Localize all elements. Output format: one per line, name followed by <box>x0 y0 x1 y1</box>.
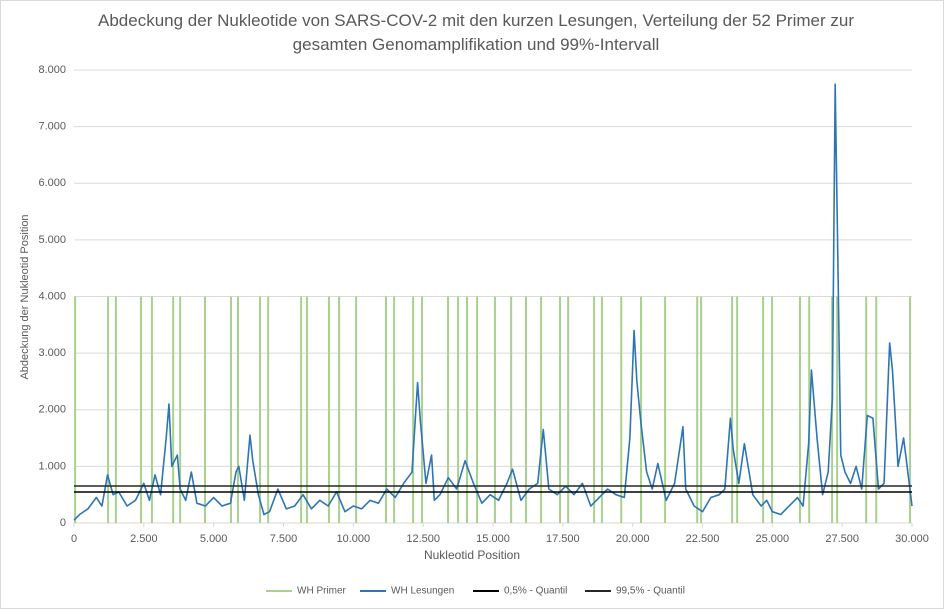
x-tick-label: 10.000 <box>337 533 371 545</box>
y-tick-label: 1.000 <box>38 460 66 472</box>
x-tick-label: 27.500 <box>825 533 859 545</box>
y-tick-label: 0 <box>60 517 66 529</box>
chart-title: Abdeckung der Nukleotide von SARS-COV-2 … <box>98 11 854 54</box>
x-tick-label: 17.500 <box>546 533 580 545</box>
x-tick-label: 2.500 <box>130 533 158 545</box>
x-tick-label: 0 <box>71 533 77 545</box>
x-tick-label: 25.000 <box>756 533 790 545</box>
y-tick-label: 4.000 <box>38 290 66 302</box>
x-tick-label: 22.500 <box>686 533 720 545</box>
legend-label: WH Primer <box>297 586 347 597</box>
y-tick-label: 7.000 <box>38 121 66 133</box>
x-tick-label: 12.500 <box>406 533 440 545</box>
y-tick-label: 6.000 <box>38 177 66 189</box>
x-axis-label: Nukleotid Position <box>424 548 520 562</box>
legend-label: WH Lesungen <box>391 586 454 597</box>
x-tick-label: 30.000 <box>895 533 929 545</box>
coverage-line <box>73 83 913 521</box>
x-tick-label: 15.000 <box>476 533 510 545</box>
x-tick-label: 5.000 <box>200 533 228 545</box>
y-tick-label: 5.000 <box>38 234 66 246</box>
legend-label: 0,5% - Quantil <box>504 586 567 597</box>
y-tick-label: 2.000 <box>38 404 66 416</box>
x-tick-label: 7.500 <box>270 533 298 545</box>
y-tick-label: 8.000 <box>38 64 66 76</box>
y-tick-label: 3.000 <box>38 347 66 359</box>
y-axis-label: Abdeckung der Nukleotid Position <box>19 214 31 379</box>
x-tick-label: 20.000 <box>616 533 650 545</box>
legend-label: 99,5% - Quantil <box>616 586 685 597</box>
